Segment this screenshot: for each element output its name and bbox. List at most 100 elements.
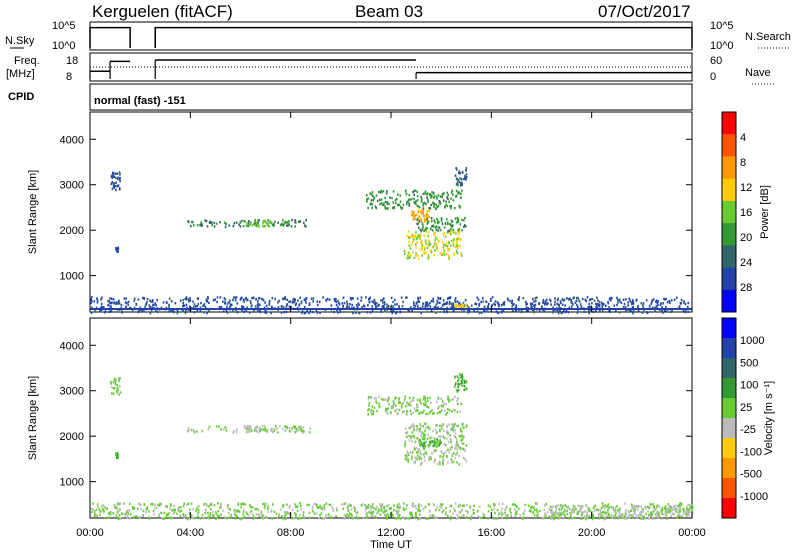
data-cell: [118, 377, 120, 380]
data-cell: [396, 197, 398, 201]
data-cell: [91, 510, 93, 514]
data-cell: [418, 503, 420, 506]
data-cell: [649, 514, 651, 517]
data-cell: [614, 506, 617, 510]
data-cell: [415, 451, 418, 454]
colorbar-tick-label: 16: [740, 207, 752, 219]
data-cell: [416, 236, 419, 240]
data-cell: [557, 312, 560, 315]
data-cell: [581, 297, 584, 301]
data-cell: [419, 248, 422, 252]
data-cell: [434, 428, 437, 431]
data-cell: [379, 513, 382, 516]
data-cell: [117, 250, 119, 253]
data-cell: [185, 309, 187, 312]
data-cell: [558, 508, 560, 511]
data-cell: [455, 443, 457, 447]
data-cell: [438, 202, 441, 205]
data-cell: [455, 453, 457, 456]
data-cell: [369, 511, 372, 515]
data-cell: [443, 253, 446, 256]
data-cell: [412, 212, 414, 216]
data-cell: [257, 508, 260, 512]
data-cell: [369, 311, 372, 314]
data-cell: [399, 517, 402, 520]
data-cell: [447, 221, 449, 224]
data-cell: [456, 424, 458, 428]
data-cell: [435, 424, 437, 427]
data-cell: [616, 296, 618, 300]
data-cell: [391, 310, 394, 313]
data-cell: [247, 224, 249, 228]
data-cell: [478, 311, 481, 315]
data-cell: [406, 410, 409, 413]
data-cell: [615, 309, 617, 312]
data-cell: [372, 510, 375, 513]
data-cell: [559, 300, 562, 303]
data-cell: [642, 508, 644, 511]
data-cell: [431, 440, 434, 443]
data-cell: [610, 513, 613, 517]
data-cell: [412, 235, 415, 238]
data-cell: [445, 252, 448, 256]
data-cell: [132, 515, 135, 519]
data-cell: [641, 514, 644, 518]
data-cell: [430, 249, 432, 252]
data-cell: [165, 515, 168, 518]
data-cell: [421, 228, 424, 231]
data-cell: [286, 303, 288, 306]
data-cell: [641, 517, 643, 521]
data-cell: [417, 448, 419, 451]
data-cell: [496, 311, 499, 314]
data-cell: [678, 305, 681, 308]
data-cell: [682, 309, 685, 312]
data-cell: [416, 204, 419, 207]
data-cell: [460, 382, 462, 385]
data-cell: [664, 505, 667, 508]
data-cell: [201, 513, 204, 517]
data-cell: [301, 310, 304, 313]
data-cell: [436, 506, 438, 509]
data-cell: [238, 223, 240, 226]
data-cell: [284, 514, 286, 518]
data-cell: [432, 245, 435, 248]
data-cell: [663, 309, 666, 312]
data-cell: [416, 241, 418, 244]
data-cell: [227, 506, 229, 509]
data-cell: [162, 301, 165, 304]
data-cell: [462, 384, 464, 387]
data-cell: [440, 217, 443, 220]
data-cell: [415, 199, 417, 203]
data-cell: [584, 516, 586, 519]
data-cell: [440, 219, 443, 223]
data-cell: [426, 405, 428, 408]
data-cell: [410, 412, 412, 416]
data-cell: [633, 509, 635, 512]
data-cell: [295, 302, 297, 305]
data-cell: [390, 411, 392, 415]
data-cell: [461, 508, 463, 511]
data-cell: [369, 508, 372, 511]
data-cell: [421, 437, 424, 440]
data-cell: [427, 214, 429, 217]
data-cell: [571, 301, 573, 304]
data-cell: [110, 382, 112, 385]
data-cell: [271, 305, 273, 309]
data-cell: [518, 507, 520, 510]
data-cell: [116, 172, 119, 175]
data-cell: [436, 411, 439, 415]
data-cell: [455, 249, 458, 253]
data-cell: [115, 390, 118, 393]
data-cell: [208, 309, 210, 312]
data-cell: [581, 505, 584, 508]
data-cell: [425, 251, 427, 254]
data-cell: [553, 513, 555, 516]
data-cell: [144, 305, 146, 308]
data-cell: [227, 504, 229, 507]
data-cell: [442, 400, 444, 403]
data-cell: [419, 233, 421, 236]
data-cell: [428, 427, 431, 431]
data-cell: [404, 190, 407, 193]
data-cell: [249, 504, 251, 507]
time-axis-label: Time UT: [370, 539, 412, 551]
